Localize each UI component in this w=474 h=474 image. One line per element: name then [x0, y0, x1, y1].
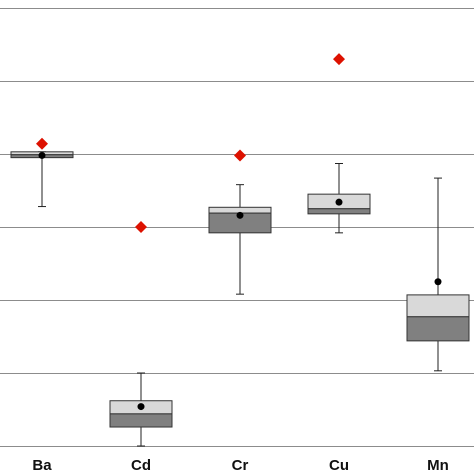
box-lower-mn [406, 316, 470, 342]
category-label-mn: Mn [427, 457, 449, 474]
mean-dot-ba [38, 151, 46, 159]
mean-dot-cr [236, 211, 244, 219]
box-group-cu [307, 53, 371, 234]
mean-dot-cu [335, 198, 343, 206]
box-lower-cu [307, 208, 371, 215]
category-label-cd: Cd [131, 457, 151, 474]
diamond-marker-cr [234, 149, 246, 162]
box-group-ba [10, 137, 74, 208]
mean-dot-cd [137, 403, 145, 411]
box-group-cr [208, 149, 272, 295]
category-labels: Ba Cd Cr Cu Mn [32, 457, 448, 474]
mean-dot-mn [434, 278, 442, 286]
category-label-ba: Ba [32, 457, 52, 474]
category-label-cu: Cu [329, 457, 349, 474]
box-lower-cd [109, 413, 173, 428]
category-label-cr: Cr [232, 457, 249, 474]
diamond-marker-cd [135, 221, 147, 233]
diamond-marker-ba [36, 137, 48, 150]
box-group-cd [109, 221, 173, 447]
box-group-mn [406, 177, 470, 372]
box-series [10, 53, 470, 447]
diamond-marker-cu [333, 53, 345, 66]
box-upper-mn [406, 294, 470, 318]
